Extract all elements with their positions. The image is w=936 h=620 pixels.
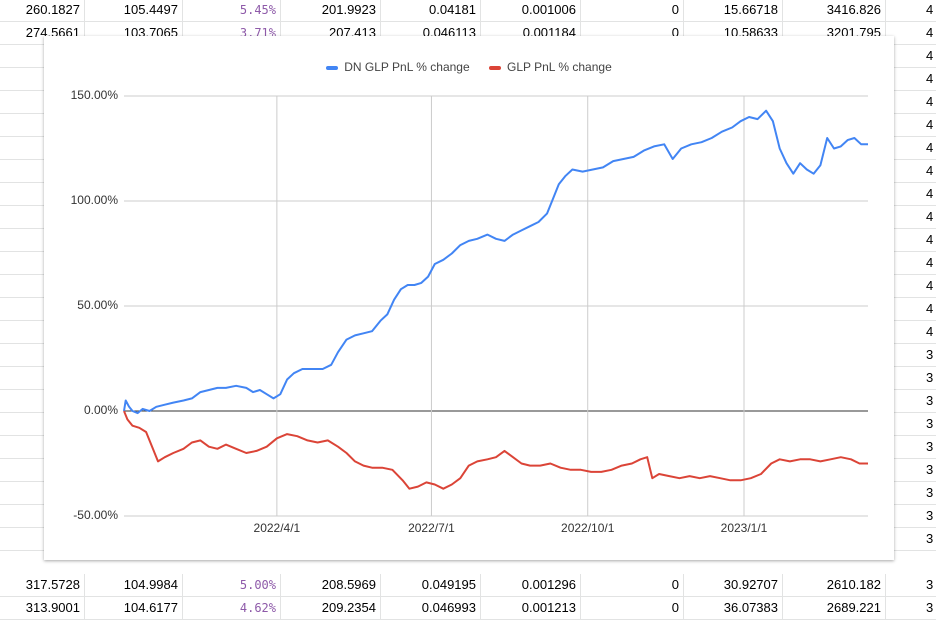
sheet-cell[interactable]: 0.001006 [481, 0, 581, 21]
sheet-cell[interactable]: 3416.826 [783, 0, 886, 21]
legend-label: DN GLP PnL % change [344, 60, 470, 74]
y-tick-label: -50.00% [73, 508, 118, 522]
plot-area [123, 95, 868, 517]
sheet-cell[interactable]: 104.9984 [85, 574, 183, 596]
sheet-row[interactable]: 313.9001 104.6177 4.62% 209.2354 0.046993 0.0… [0, 597, 936, 620]
x-tick-label: 2022/7/1 [408, 521, 455, 535]
sheet-cell[interactable]: 0 [581, 22, 684, 44]
x-tick-label: 2022/4/1 [253, 521, 301, 535]
sheet-cell[interactable]: 4 [926, 117, 934, 132]
sheet-cell[interactable]: 4 [926, 278, 934, 293]
y-tick-label: 0.00% [83, 403, 118, 417]
x-tick-label: 2023/1/1 [720, 521, 768, 535]
sheet-cell[interactable]: 0 [581, 0, 684, 21]
sheet-cell[interactable]: 4.62% [183, 597, 281, 619]
sheet-cell[interactable]: 317.5728 [0, 574, 85, 596]
sheet-cell[interactable]: 3 [926, 370, 934, 385]
legend-item-dn-glp: DN GLP PnL % change [326, 60, 470, 74]
sheet-cell[interactable]: 36.07383 [684, 597, 783, 619]
chart-legend: DN GLP PnL % change GLP PnL % change [44, 60, 894, 76]
sheet-cell[interactable]: 3 [926, 531, 934, 546]
sheet-cell[interactable]: 0.001296 [481, 574, 581, 596]
sheet-cell[interactable]: 105.4497 [85, 0, 183, 21]
sheet-cell[interactable]: 0 [581, 597, 684, 619]
sheet-cell[interactable]: 3 [926, 393, 934, 408]
sheet-cell[interactable]: 30.92707 [684, 574, 783, 596]
x-tick-label: 2022/10/1 [561, 521, 615, 535]
sheet-cell[interactable]: 2689.221 [783, 597, 886, 619]
sheet-row[interactable]: 317.5728 104.9984 5.00% 208.5969 0.049195 0.0… [0, 574, 936, 597]
sheet-cell[interactable]: 3 [926, 462, 934, 477]
sheet-cell[interactable]: 4 [926, 301, 934, 316]
sheet-cell[interactable]: 4 [926, 2, 934, 17]
sheet-cell[interactable]: 0.001213 [481, 597, 581, 619]
sheet-cell[interactable]: 5.00% [183, 574, 281, 596]
sheet-cell[interactable]: 4 [926, 25, 934, 40]
sheet-cell[interactable]: 5.45% [183, 0, 281, 21]
y-tick-label: 100.00% [70, 193, 118, 207]
y-tick-label: 150.00% [70, 88, 118, 102]
legend-label: GLP PnL % change [507, 60, 612, 74]
series-line-glp [123, 410, 868, 490]
sheet-cell[interactable]: 0 [581, 574, 684, 596]
sheet-cell[interactable]: 3 [926, 347, 934, 362]
sheet-cell[interactable]: 0.04181 [381, 0, 481, 21]
legend-swatch-red [489, 65, 501, 70]
line-chart[interactable]: DN GLP PnL % change GLP PnL % change 150… [44, 36, 894, 560]
sheet-cell[interactable]: 0.046993 [381, 597, 481, 619]
sheet-cell[interactable]: 3 [926, 439, 934, 454]
sheet-cell[interactable]: 4 [926, 94, 934, 109]
y-tick-label: 50.00% [77, 298, 118, 312]
sheet-cell[interactable]: 3 [926, 600, 934, 615]
sheet-row[interactable]: 260.1827 105.4497 5.45% 201.9923 0.04181 0.00… [0, 0, 936, 22]
legend-swatch-blue [326, 65, 339, 70]
legend-item-glp: GLP PnL % change [489, 60, 612, 74]
sheet-cell[interactable]: 2610.182 [783, 574, 886, 596]
sheet-cell[interactable]: 4 [926, 140, 934, 155]
sheet-cell[interactable]: 4 [926, 255, 934, 270]
series-line-dn-glp [123, 109, 868, 415]
sheet-cell[interactable]: 15.66718 [684, 0, 783, 21]
sheet-cell[interactable]: 4 [926, 209, 934, 224]
sheet-cell[interactable]: 3 [926, 485, 934, 500]
sheet-cell[interactable]: 4 [926, 232, 934, 247]
sheet-cell[interactable]: 4 [926, 48, 934, 63]
sheet-cell[interactable]: 201.9923 [281, 0, 381, 21]
sheet-cell[interactable]: 4 [926, 186, 934, 201]
sheet-cell[interactable]: 209.2354 [281, 597, 381, 619]
sheet-cell[interactable]: 208.5969 [281, 574, 381, 596]
sheet-cell[interactable]: 260.1827 [0, 0, 85, 21]
sheet-cell[interactable]: 4 [926, 324, 934, 339]
sheet-cell[interactable]: 4 [926, 71, 934, 86]
sheet-cell[interactable]: 104.6177 [85, 597, 183, 619]
sheet-cell[interactable]: 3 [926, 416, 934, 431]
sheet-cell[interactable]: 313.9001 [0, 597, 85, 619]
sheet-cell[interactable]: 3 [926, 577, 934, 592]
sheet-cell[interactable]: 3 [926, 508, 934, 523]
sheet-cell[interactable]: 0.049195 [381, 574, 481, 596]
sheet-cell[interactable]: 4 [926, 163, 934, 178]
